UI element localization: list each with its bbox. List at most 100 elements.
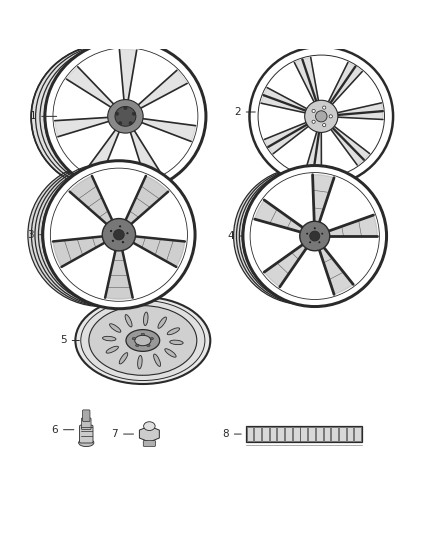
Polygon shape (330, 126, 370, 165)
Polygon shape (261, 87, 307, 113)
Ellipse shape (125, 314, 132, 327)
Ellipse shape (126, 329, 160, 351)
Ellipse shape (81, 301, 205, 381)
Polygon shape (67, 67, 115, 108)
Ellipse shape (113, 230, 124, 240)
Polygon shape (294, 58, 318, 102)
Ellipse shape (312, 120, 315, 123)
Polygon shape (70, 176, 113, 225)
Bar (339, 427, 346, 441)
Ellipse shape (250, 47, 393, 186)
Polygon shape (337, 103, 383, 119)
Ellipse shape (79, 439, 94, 447)
Ellipse shape (154, 354, 161, 366)
Ellipse shape (108, 100, 143, 133)
Ellipse shape (305, 100, 338, 132)
FancyBboxPatch shape (80, 425, 93, 443)
Ellipse shape (310, 231, 320, 241)
Ellipse shape (111, 239, 114, 243)
Ellipse shape (45, 40, 206, 192)
Polygon shape (131, 236, 185, 267)
Polygon shape (319, 247, 353, 294)
Text: 4: 4 (228, 231, 249, 241)
Ellipse shape (167, 328, 180, 335)
Ellipse shape (309, 241, 311, 244)
Ellipse shape (323, 124, 326, 127)
Polygon shape (53, 236, 106, 267)
Ellipse shape (106, 346, 118, 353)
Ellipse shape (144, 312, 148, 326)
Ellipse shape (138, 356, 142, 369)
Ellipse shape (119, 122, 122, 125)
Ellipse shape (121, 241, 124, 244)
Polygon shape (328, 215, 377, 236)
Ellipse shape (75, 297, 210, 384)
Ellipse shape (43, 161, 195, 309)
Bar (346, 427, 353, 441)
Ellipse shape (170, 340, 183, 345)
Ellipse shape (115, 112, 119, 115)
Ellipse shape (306, 232, 309, 235)
Ellipse shape (329, 115, 332, 118)
Text: 5: 5 (60, 335, 79, 345)
Polygon shape (304, 131, 321, 176)
Ellipse shape (158, 317, 166, 328)
Ellipse shape (147, 344, 150, 346)
Ellipse shape (323, 106, 326, 109)
Bar (316, 427, 323, 441)
Ellipse shape (129, 122, 132, 125)
Ellipse shape (313, 227, 316, 230)
Bar (354, 427, 361, 441)
Polygon shape (55, 117, 110, 137)
Ellipse shape (119, 353, 128, 364)
Text: 8: 8 (222, 429, 241, 439)
Ellipse shape (110, 230, 113, 232)
Ellipse shape (165, 349, 176, 357)
Polygon shape (137, 70, 187, 109)
Ellipse shape (31, 44, 186, 190)
Ellipse shape (89, 305, 197, 375)
Ellipse shape (315, 111, 327, 122)
Polygon shape (125, 176, 168, 225)
Bar (324, 427, 330, 441)
Ellipse shape (115, 107, 136, 126)
Bar (293, 427, 300, 441)
Bar (246, 426, 361, 442)
Bar (308, 427, 315, 441)
Polygon shape (139, 426, 159, 442)
Bar (247, 427, 254, 441)
Bar (277, 427, 284, 441)
Polygon shape (120, 50, 137, 101)
Ellipse shape (141, 333, 145, 335)
Ellipse shape (300, 221, 330, 251)
Ellipse shape (119, 225, 122, 228)
Polygon shape (264, 244, 307, 287)
Polygon shape (140, 118, 196, 141)
Polygon shape (313, 175, 334, 223)
Bar (254, 427, 261, 441)
Bar (262, 427, 269, 441)
Bar (270, 427, 276, 441)
Ellipse shape (102, 336, 116, 341)
Bar (300, 427, 307, 441)
Polygon shape (254, 200, 304, 232)
Text: 1: 1 (30, 111, 57, 122)
Ellipse shape (144, 422, 155, 431)
Ellipse shape (110, 324, 121, 332)
Ellipse shape (132, 112, 135, 115)
FancyBboxPatch shape (143, 440, 155, 447)
Text: 2: 2 (234, 107, 255, 117)
Ellipse shape (136, 344, 139, 346)
FancyBboxPatch shape (81, 418, 91, 430)
Ellipse shape (132, 337, 135, 340)
FancyBboxPatch shape (82, 410, 90, 422)
Text: 7: 7 (111, 429, 134, 439)
Text: 6: 6 (51, 425, 74, 435)
Bar (285, 427, 292, 441)
Ellipse shape (150, 337, 153, 340)
Ellipse shape (318, 241, 321, 244)
Ellipse shape (102, 219, 135, 251)
Ellipse shape (321, 232, 324, 235)
Polygon shape (105, 248, 133, 299)
Polygon shape (328, 62, 362, 105)
